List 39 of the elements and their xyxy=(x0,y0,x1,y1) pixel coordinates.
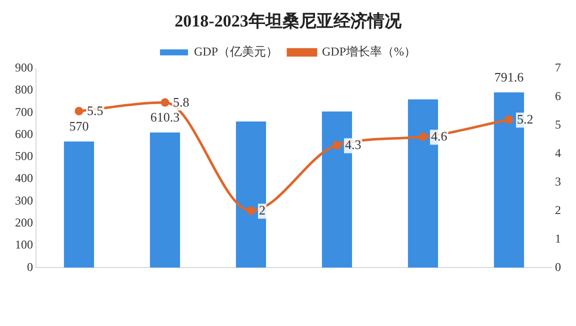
bar xyxy=(64,141,94,268)
y2-tick-label: 0 xyxy=(555,260,561,274)
point xyxy=(246,206,256,215)
data-label: 4.3 xyxy=(345,137,362,152)
point xyxy=(160,98,170,107)
y-tick-label: 0 xyxy=(27,260,33,274)
y-tick-label: 200 xyxy=(15,215,33,230)
data-label: 5.5 xyxy=(87,103,104,118)
y2-tick-label: 3 xyxy=(555,174,561,188)
data-label: 2 xyxy=(259,202,266,218)
bar xyxy=(150,132,180,268)
chart-title: 2018-2023年坦桑尼亚经济情况 xyxy=(174,12,402,31)
point xyxy=(418,132,428,141)
data-label: 791.6 xyxy=(494,69,524,84)
y-tick-label: 400 xyxy=(15,171,33,186)
y-tick-label: 500 xyxy=(15,149,33,164)
y-tick-label: 800 xyxy=(15,82,33,97)
data-label: 570 xyxy=(69,118,89,134)
point xyxy=(332,140,342,150)
data-label: 5.2 xyxy=(517,112,534,127)
data-label: 4.6 xyxy=(431,128,448,144)
bar xyxy=(236,122,266,268)
legend-label: GDP增长率（%） xyxy=(322,44,416,59)
data-label: 610.3 xyxy=(150,109,180,124)
y2-tick-label: 4 xyxy=(555,146,561,160)
y-tick-label: 100 xyxy=(15,238,33,252)
y-tick-label: 300 xyxy=(15,193,33,208)
y2-tick-label: 7 xyxy=(555,60,561,75)
data-label: 5.8 xyxy=(173,94,190,110)
y2-tick-label: 1 xyxy=(555,231,561,246)
point xyxy=(504,115,514,124)
y2-tick-label: 5 xyxy=(555,117,561,132)
legend-label: GDP（亿美元） xyxy=(194,44,278,59)
y2-tick-label: 6 xyxy=(555,89,561,104)
point xyxy=(74,106,84,116)
y-tick-label: 600 xyxy=(15,126,33,141)
y-tick-label: 700 xyxy=(15,104,33,119)
y-tick-label: 900 xyxy=(15,60,33,75)
y2-tick-label: 2 xyxy=(555,202,561,217)
